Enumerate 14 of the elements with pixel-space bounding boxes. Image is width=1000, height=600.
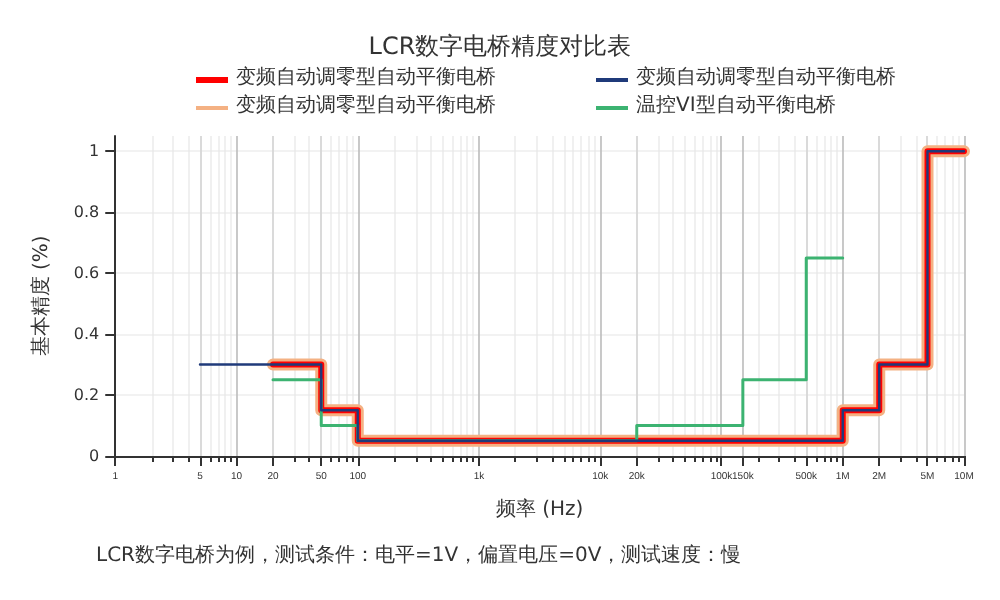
y-tick-label: 0.2: [73, 386, 100, 405]
y-axis-title: 基本精度 (%): [29, 235, 53, 357]
y-tick-label: 0.8: [73, 203, 100, 222]
legend-label: 温控VI型自动平衡电桥: [636, 93, 836, 117]
y-tick-label: 1: [89, 142, 100, 161]
legend-label: 变频自动调零型自动平衡电桥: [636, 65, 896, 89]
y-tick-label: 0.4: [73, 325, 100, 344]
x-axis-title: 频率 (Hz): [495, 497, 584, 521]
text: LCR数字电桥为例，测试条件：电平=1V，偏置电压=0V，测试速度：慢: [96, 543, 742, 567]
legend-label: 变频自动调零型自动平衡电桥: [236, 65, 496, 89]
y-tick-label: 0: [89, 447, 100, 465]
legend-label: 变频自动调零型自动平衡电桥: [236, 93, 496, 117]
y-tick-label: 0.6: [73, 264, 100, 283]
chart-title: LCR数字电桥精度对比表: [368, 32, 632, 60]
